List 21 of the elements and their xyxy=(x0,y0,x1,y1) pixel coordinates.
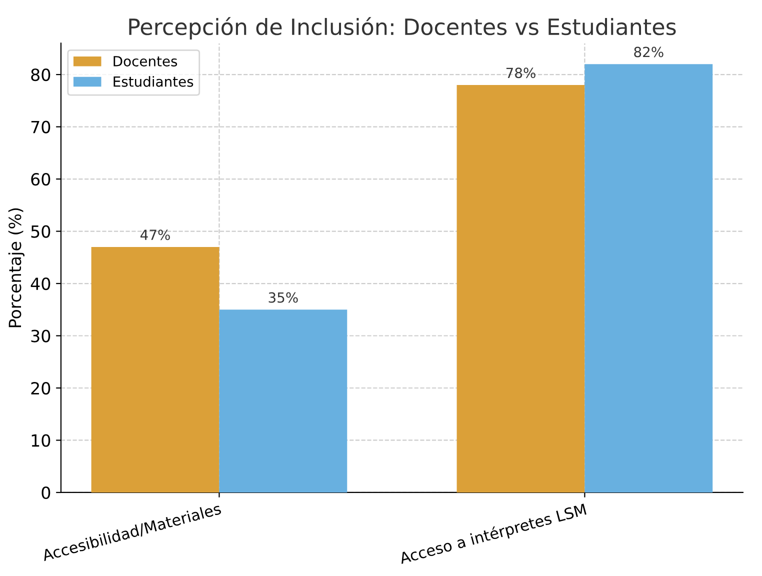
legend-label: Docentes xyxy=(114,56,178,66)
bar xyxy=(219,310,348,492)
y-axis-title: Porcentaje (%) xyxy=(8,208,24,328)
y-tick-label: 10 xyxy=(32,434,50,447)
chart-title: Percepción de Inclusión: Docentes vs Estudiantes xyxy=(129,17,676,40)
legend-label: Estudiantes xyxy=(114,76,194,87)
y-tick-label: 30 xyxy=(31,330,50,342)
data-label: 35% xyxy=(268,292,298,303)
y-tick-label: 50 xyxy=(31,225,50,238)
y-tick-label: 0 xyxy=(42,486,50,500)
data-label: 47% xyxy=(140,230,170,240)
y-tick-label: 60 xyxy=(31,172,50,186)
y-tick-label: 40 xyxy=(30,277,50,290)
y-tick-label: 20 xyxy=(31,382,50,395)
bar xyxy=(584,64,713,492)
data-label: 78% xyxy=(506,68,536,78)
y-tick-label: 80 xyxy=(31,68,50,82)
bar xyxy=(456,84,585,492)
data-label: 82% xyxy=(634,46,664,58)
bar xyxy=(91,246,220,492)
y-tick-label: 70 xyxy=(31,120,50,134)
